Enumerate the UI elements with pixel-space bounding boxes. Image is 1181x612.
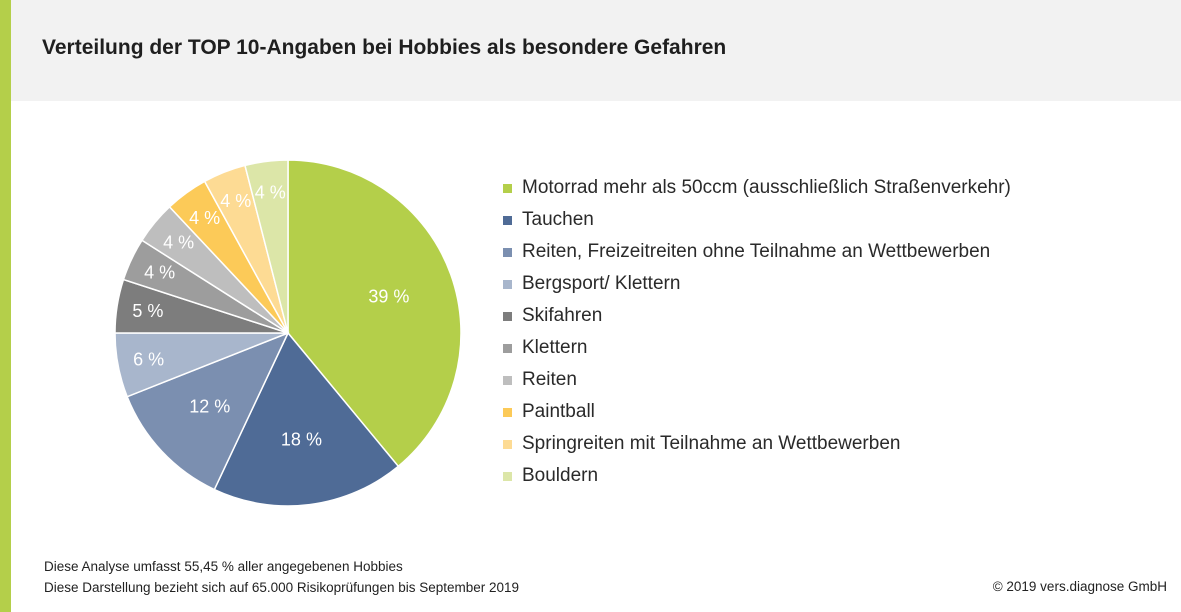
pie-slice-label: 4 % (144, 263, 175, 283)
legend-label: Reiten (522, 369, 577, 390)
pie-chart: 39 %18 %12 %6 %5 %4 %4 %4 %4 % 4 % (114, 159, 462, 507)
legend-label: Bergsport/ Klettern (522, 273, 681, 294)
pie-slice (244, 159, 289, 334)
pie-slice-label: 6 % (133, 350, 164, 370)
legend-swatch (503, 279, 512, 289)
legend-label: Bouldern (522, 465, 599, 486)
pie-slice-label: 4 % (220, 191, 251, 211)
legend-label: Reiten, Freizeitreiten ohne Teilnahme an… (522, 241, 991, 262)
legend-item: Bergsport/ Klettern (503, 268, 1011, 300)
legend-swatch (503, 471, 512, 481)
chart-legend: Motorrad mehr als 50ccm (ausschließlich … (503, 172, 1011, 492)
pie-slice-label: 18 % (281, 429, 322, 449)
legend-item: Reiten, Freizeitreiten ohne Teilnahme an… (503, 236, 1011, 268)
legend-swatch (503, 311, 512, 321)
legend-item: Klettern (503, 332, 1011, 364)
legend-label: Motorrad mehr als 50ccm (ausschließlich … (522, 177, 1011, 198)
accent-bar (0, 0, 11, 612)
chart-title: Verteilung der TOP 10-Angaben bei Hobbie… (42, 36, 727, 59)
pie-slice (213, 331, 400, 507)
pie-slice (126, 331, 290, 491)
legend-item: Skifahren (503, 300, 1011, 332)
legend-label: Springreiten mit Teilnahme an Wettbewerb… (522, 433, 901, 454)
legend-label: Klettern (522, 337, 588, 358)
header-band: Verteilung der TOP 10-Angaben bei Hobbie… (11, 0, 1181, 101)
legend-item: Bouldern (503, 460, 1011, 492)
pie-slice-label: 5 % (132, 301, 163, 321)
legend-item: Motorrad mehr als 50ccm (ausschließlich … (503, 172, 1011, 204)
legend-swatch (503, 439, 512, 449)
copyright: © 2019 vers.diagnose GmbH (992, 579, 1167, 594)
legend-swatch (503, 215, 512, 225)
legend-item: Tauchen (503, 204, 1011, 236)
legend-label: Paintball (522, 401, 595, 422)
pie-slice-label: 4 % (189, 208, 220, 228)
legend-swatch (503, 183, 512, 193)
legend-swatch (503, 375, 512, 385)
pie-slice (287, 159, 462, 468)
footnote-basis: Diese Darstellung bezieht sich auf 65.00… (44, 580, 520, 595)
footnotes: Diese Analyse umfasst 55,45 % aller ange… (44, 556, 519, 598)
pie-slice-label: 12 % (189, 396, 230, 416)
footnote-coverage: Diese Analyse umfasst 55,45 % aller ange… (44, 559, 403, 574)
pie-slice-label: 39 % (368, 287, 409, 307)
legend-swatch (503, 343, 512, 353)
legend-label: Skifahren (522, 305, 603, 326)
legend-item: Reiten (503, 364, 1011, 396)
legend-item: Paintball (503, 396, 1011, 428)
legend-swatch (503, 407, 512, 417)
legend-label: Tauchen (522, 209, 594, 230)
pie-slice-label: 4 % (163, 233, 194, 253)
legend-item: Springreiten mit Teilnahme an Wettbewerb… (503, 428, 1011, 460)
pie-slice-label: 4 % (255, 182, 286, 202)
legend-swatch (503, 247, 512, 257)
pie-chart-container: 39 % 18 % 12 % 6 % 5 % 4 % 4 % 4 % 4 % 4 % (100, 145, 476, 521)
